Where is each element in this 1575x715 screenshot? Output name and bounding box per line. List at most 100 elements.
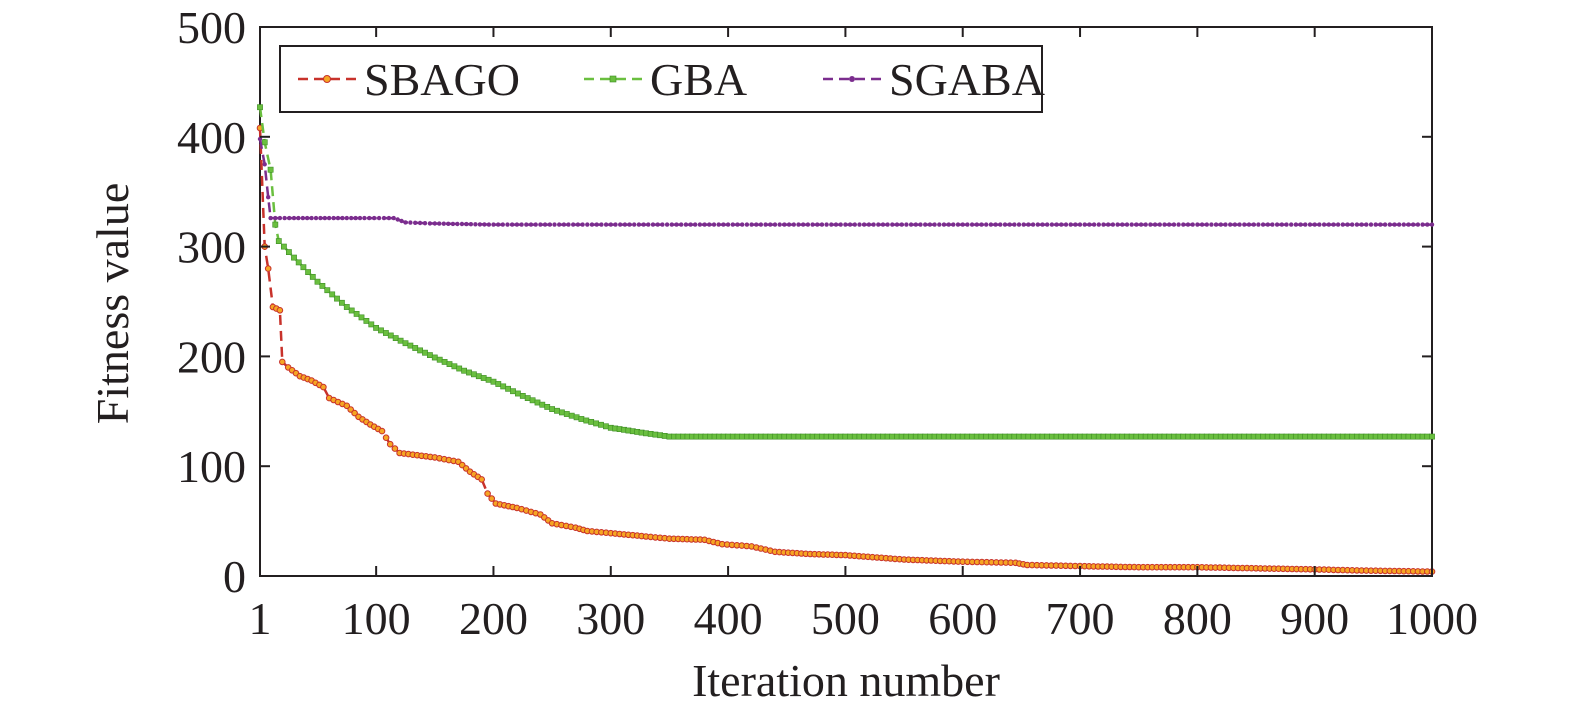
data-point xyxy=(593,420,599,427)
data-point xyxy=(566,222,571,227)
data-point xyxy=(402,340,409,347)
data-point xyxy=(358,314,365,321)
data-point xyxy=(277,215,283,221)
data-point xyxy=(937,222,942,227)
data-point xyxy=(300,215,305,221)
data-point xyxy=(585,222,590,227)
data-point xyxy=(702,222,707,227)
data-point xyxy=(534,399,541,406)
data-point xyxy=(1289,222,1294,227)
data-point xyxy=(955,222,961,227)
data-point xyxy=(257,136,263,142)
data-point xyxy=(589,222,595,227)
data-point xyxy=(329,291,336,298)
data-point xyxy=(353,215,358,221)
data-point xyxy=(1035,222,1041,227)
data-point xyxy=(711,222,717,227)
data-point xyxy=(276,307,284,314)
data-point xyxy=(749,222,754,227)
data-point xyxy=(1101,222,1106,227)
data-point xyxy=(495,381,502,387)
data-point xyxy=(563,411,570,417)
data-point xyxy=(862,222,867,227)
data-point xyxy=(679,222,684,227)
data-point xyxy=(338,299,345,306)
data-point xyxy=(459,221,465,227)
data-point xyxy=(927,222,933,227)
data-point xyxy=(351,409,358,417)
data-point xyxy=(918,222,923,227)
data-point xyxy=(368,321,375,328)
legend-box xyxy=(279,45,1043,113)
data-point xyxy=(1373,222,1378,227)
data-point xyxy=(533,222,538,227)
data-point xyxy=(1425,222,1430,227)
data-point xyxy=(473,222,478,227)
data-point xyxy=(1134,222,1139,227)
data-point xyxy=(514,390,521,397)
data-point xyxy=(791,222,796,227)
data-point xyxy=(904,222,909,227)
data-point xyxy=(758,222,764,227)
data-point xyxy=(500,222,505,227)
data-point xyxy=(1246,222,1252,227)
data-point xyxy=(583,417,590,424)
data-point xyxy=(740,222,745,227)
data-point xyxy=(1059,222,1064,227)
data-point xyxy=(524,222,529,227)
data-point xyxy=(815,222,820,227)
data-point xyxy=(313,215,319,221)
data-point xyxy=(437,221,442,226)
data-point xyxy=(490,378,497,385)
data-point xyxy=(1284,222,1289,227)
data-point xyxy=(1063,222,1069,227)
data-point xyxy=(272,221,279,228)
data-point xyxy=(500,383,507,390)
x-tick-label: 700 xyxy=(1046,593,1115,644)
data-point xyxy=(594,222,599,227)
data-point xyxy=(1223,222,1228,227)
data-point xyxy=(1242,222,1247,227)
data-point xyxy=(1232,222,1238,227)
data-point xyxy=(735,222,740,227)
data-point xyxy=(280,243,287,250)
data-point xyxy=(777,222,782,227)
data-point xyxy=(641,222,646,227)
data-point xyxy=(1181,222,1186,227)
x-tick-label: 1000 xyxy=(1386,593,1478,644)
data-point xyxy=(412,345,419,351)
data-point xyxy=(549,406,555,412)
data-point xyxy=(344,215,349,221)
data-point xyxy=(1350,222,1355,227)
legend-item-sgaba: SGABA xyxy=(823,54,1045,105)
data-point xyxy=(1411,222,1416,227)
data-point xyxy=(588,418,595,425)
data-point xyxy=(993,222,998,227)
series-sbago xyxy=(256,124,1436,575)
data-point xyxy=(1317,222,1322,227)
data-point xyxy=(484,490,491,497)
data-point xyxy=(568,412,575,419)
data-point xyxy=(285,249,292,255)
legend-item-gba: GBA xyxy=(584,54,747,105)
data-point xyxy=(456,365,463,372)
data-point xyxy=(1298,222,1303,227)
data-point xyxy=(573,414,580,421)
data-point xyxy=(810,222,815,227)
data-point xyxy=(754,222,759,227)
data-point xyxy=(482,222,487,227)
data-point xyxy=(575,222,581,227)
data-point xyxy=(768,222,773,227)
data-point xyxy=(475,373,482,380)
data-point xyxy=(347,406,355,413)
series-sgaba xyxy=(257,136,1435,227)
data-point xyxy=(894,222,900,227)
data-point xyxy=(1143,222,1148,227)
data-point xyxy=(664,222,670,227)
data-point xyxy=(505,222,510,227)
data-point xyxy=(519,392,526,399)
data-point xyxy=(833,222,839,227)
data-point xyxy=(1068,222,1073,227)
y-tick-label: 500 xyxy=(177,2,246,53)
data-point xyxy=(544,403,551,410)
